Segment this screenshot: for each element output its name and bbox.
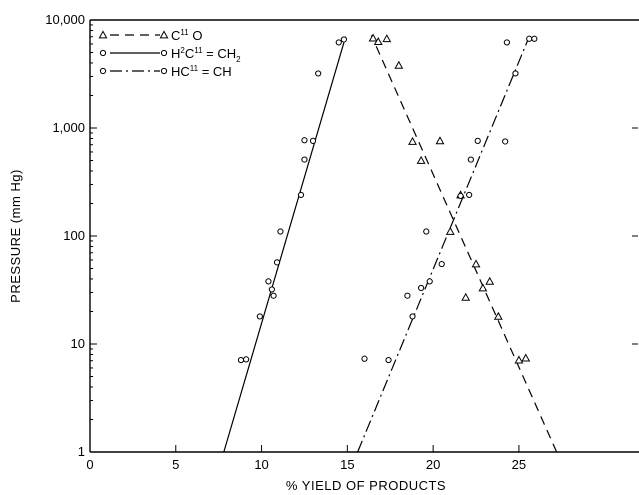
data-point-series-2: [531, 35, 538, 42]
data-point-series-1: [277, 228, 284, 235]
x-axis-label: % YIELD OF PRODUCTS: [286, 478, 446, 493]
data-point-series-0: [493, 311, 503, 320]
legend-label-part: C: [171, 28, 180, 43]
axes: [89, 19, 639, 453]
legend-label-part: = CH: [203, 46, 237, 61]
legend-marker-end: [160, 49, 168, 57]
data-point-series-2: [361, 355, 368, 362]
legend-label-part: 11: [194, 46, 203, 55]
data-point-series-2: [474, 137, 481, 144]
data-point-series-2: [423, 228, 430, 235]
legend-label: H2C11 = CH2: [171, 46, 241, 64]
data-point-series-1: [243, 356, 250, 363]
data-point-series-0: [521, 353, 531, 362]
data-point-series-1: [315, 70, 322, 77]
x-tick-label: 0: [86, 457, 93, 472]
data-point-series-2: [502, 138, 509, 145]
data-point-series-0: [368, 33, 378, 42]
data-point-series-0: [445, 226, 455, 235]
data-point-series-1: [301, 137, 308, 144]
fit-line-series-1: [223, 36, 347, 453]
data-point-series-2: [438, 260, 445, 268]
data-point-series-2: [467, 156, 474, 163]
legend-entry-1: H2C11 = CH2: [99, 46, 241, 64]
legend-label-part: C: [185, 46, 194, 61]
legend-marker-start: [98, 30, 108, 39]
data-point-series-2: [426, 278, 433, 285]
data-point-series-1: [340, 36, 348, 43]
legend-label-part: 2: [180, 46, 185, 55]
y-axis-label: PRESSURE (mm Hg): [8, 169, 23, 303]
data-point-series-0: [478, 283, 488, 292]
data-point-series-0: [514, 355, 524, 364]
legend-marker-end: [160, 67, 168, 75]
y-tick-label: 1: [78, 444, 85, 459]
data-point-series-1: [335, 39, 342, 46]
data-point-series-1: [297, 191, 305, 199]
legend-label-part: = CH: [198, 64, 232, 79]
data-point-series-1: [237, 356, 245, 364]
data-point-series-2: [457, 192, 464, 200]
data-point-series-0: [461, 292, 471, 301]
legend-label: HC11 = CH: [171, 64, 232, 79]
data-point-series-2: [526, 35, 533, 42]
fit-line-series-0: [370, 35, 558, 453]
data-point-series-0: [408, 136, 417, 145]
data-point-series-0: [471, 259, 481, 268]
data-point-series-0: [382, 34, 392, 43]
data-point-series-1: [270, 292, 277, 299]
data-point-series-2: [404, 292, 411, 299]
data-point-series-2: [409, 313, 416, 320]
legend-label-part: HC: [171, 64, 190, 79]
data-point-series-2: [418, 284, 425, 292]
data-point-series-2: [512, 70, 519, 77]
y-tick-label: 10: [71, 336, 85, 351]
data-point-series-0: [373, 37, 383, 46]
data-point-series-1: [309, 137, 317, 144]
data-point-series-1: [265, 278, 272, 285]
data-point-series-2: [503, 39, 510, 46]
legend-entry-0: C11 O: [98, 28, 202, 43]
data-point-series-2: [385, 356, 392, 364]
ticks: 0 5 10 15 20 25 1 10 100 1,000 10,000: [45, 12, 638, 472]
y-tick-label: 100: [63, 228, 85, 243]
x-tick-label: 25: [512, 457, 526, 472]
legend-label: C11 O: [171, 28, 202, 43]
data-point-series-0: [435, 136, 445, 145]
legend-label-part: O: [189, 28, 203, 43]
data-point-series-0: [416, 155, 426, 164]
data-points: [237, 33, 538, 364]
x-tick-label: 20: [426, 457, 440, 472]
legend-label-part: 11: [180, 28, 189, 37]
data-point-series-1: [301, 156, 308, 163]
data-point-series-1: [268, 286, 275, 293]
legend-entry-2: HC11 = CH: [99, 64, 232, 79]
data-point-series-0: [485, 276, 495, 285]
legend-label-part: 2: [236, 55, 241, 64]
y-tick-label: 1,000: [52, 120, 85, 135]
x-tick-label: 5: [172, 457, 179, 472]
legend-marker-start: [99, 67, 107, 75]
data-point-series-0: [394, 60, 404, 69]
fit-lines: [223, 35, 558, 453]
data-point-series-1: [256, 313, 263, 320]
fit-line-series-2: [357, 36, 530, 453]
legend-label-part: 11: [190, 64, 199, 73]
x-tick-label: 15: [340, 457, 354, 472]
data-point-series-1: [273, 259, 281, 266]
legend-label-part: H: [171, 46, 180, 61]
legend-marker-end: [159, 30, 169, 39]
y-tick-label: 10,000: [45, 12, 85, 27]
legend-marker-start: [99, 49, 107, 57]
x-tick-label: 10: [254, 457, 268, 472]
data-point-series-2: [466, 191, 473, 199]
